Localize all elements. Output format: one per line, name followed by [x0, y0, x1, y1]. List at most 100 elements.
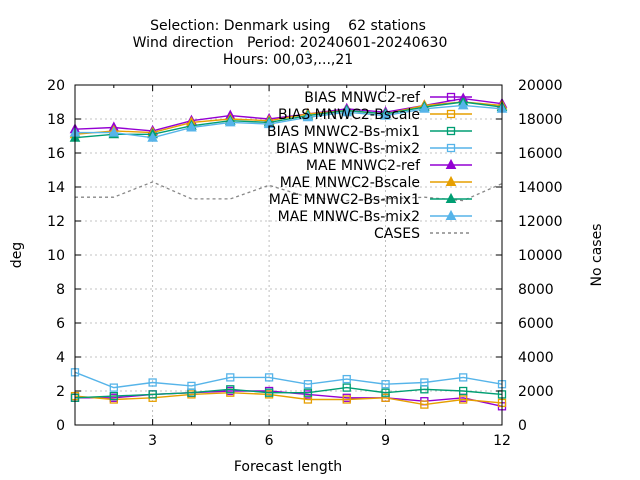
axis-ticks: 3 6 9 12 0 2 4 6 8 10 12 14 16 18 20 0 2000 4000 6000 8000 1…: [47, 78, 562, 449]
data-point: [342, 383, 351, 392]
data-point: [459, 373, 468, 382]
y2-tick-label: 0: [518, 418, 527, 434]
data-point: [381, 388, 390, 397]
data-point: [108, 126, 120, 137]
data-point: [420, 400, 429, 409]
data-point: [457, 99, 469, 110]
cases-series: [75, 181, 503, 202]
y-tick-label: 4: [56, 350, 65, 366]
series-line: [74, 386, 503, 399]
legend-marker: [445, 192, 457, 203]
series-3: [70, 368, 507, 392]
data-point: [226, 373, 235, 382]
data-point: [264, 388, 274, 397]
legend-marker: [445, 175, 457, 186]
y-tick-label: 10: [47, 248, 65, 264]
y2-tick-label: 8000: [518, 282, 554, 298]
legend-label: MAE MNWC2-Bscale: [280, 175, 420, 191]
legend-item: BIAS MNWC2-ref: [304, 90, 472, 106]
series-line: [74, 391, 503, 406]
legend-marker: [446, 92, 456, 102]
y2-tick-label: 12000: [518, 214, 563, 230]
y2-tick-label: 16000: [518, 146, 563, 162]
data-point: [303, 380, 313, 389]
data-point: [302, 111, 314, 122]
legend-item: BIAS MNWC-Bs-mix2: [276, 141, 472, 157]
title-line-2: Wind direction Period: 20240601-20240630: [133, 35, 448, 51]
legend-marker: [446, 126, 456, 136]
legend-item: MAE MNWC-Bs-mix2: [278, 209, 472, 225]
x-tick-label: 12: [493, 433, 511, 449]
data-point: [341, 106, 353, 117]
y-tick-label: 6: [56, 316, 65, 332]
y2-tick-label: 10000: [518, 248, 563, 264]
title-line-3: Hours: 00,03,...,21: [223, 52, 353, 68]
legend-item: MAE MNWC2-ref: [306, 158, 472, 174]
y-tick-label: 2: [56, 384, 65, 400]
y-tick-label: 20: [47, 78, 65, 94]
y2-tick-label: 18000: [518, 112, 563, 128]
data-point: [109, 391, 118, 401]
legend-label: MAE MNWC2-Bs-mix1: [269, 192, 420, 208]
legend-item: MAE MNWC2-Bscale: [280, 175, 472, 191]
grid: [75, 85, 502, 425]
legend-item: BIAS MNWC2-Bscale: [278, 107, 472, 123]
y-tick-label: 16: [47, 146, 65, 162]
series-line: [75, 104, 503, 139]
data-point: [303, 388, 313, 397]
y-tick-label: 12: [47, 214, 65, 230]
y2-tick-label: 20000: [518, 78, 563, 94]
series-8: [75, 181, 503, 202]
data-point: [342, 374, 351, 384]
y-axis-label: deg: [9, 242, 25, 268]
y2-tick-label: 4000: [518, 350, 554, 366]
legend-marker: [445, 209, 457, 220]
data-point: [381, 380, 390, 389]
series-line: [74, 101, 503, 139]
y-tick-label: 18: [47, 112, 65, 128]
data-point: [187, 381, 196, 391]
series-line: [74, 101, 503, 135]
data-point: [263, 118, 275, 129]
x-tick-label: 6: [265, 433, 274, 449]
data-point: [264, 373, 274, 382]
y2-axis-label: No cases: [589, 224, 605, 287]
legend-marker: [446, 109, 456, 119]
data-point: [226, 385, 235, 394]
chart-title: Selection: Denmark using 62 stations Win…: [133, 18, 448, 68]
legend-label: BIAS MNWC2-Bscale: [278, 107, 420, 123]
data-point: [224, 116, 236, 127]
y2-tick-label: 6000: [518, 316, 554, 332]
y-tick-label: 0: [56, 418, 65, 434]
legend-item: CASES: [374, 226, 472, 242]
data-point: [186, 121, 197, 132]
data-point: [420, 378, 429, 387]
data-point: [148, 378, 157, 387]
legend-item: BIAS MNWC2-Bs-mix1: [267, 124, 472, 140]
legend-marker: [445, 158, 457, 169]
data-point: [147, 131, 158, 142]
data-point: [459, 395, 468, 404]
data-point: [380, 109, 391, 120]
data-point: [109, 383, 118, 392]
data-point: [381, 393, 390, 402]
legend-label: MAE MNWC2-ref: [306, 158, 421, 174]
legend-label: BIAS MNWC2-ref: [304, 90, 421, 106]
legend-label: BIAS MNWC-Bs-mix2: [276, 141, 420, 157]
x-axis-label: Forecast length: [234, 459, 342, 475]
data-point: [342, 395, 351, 404]
legend-label: MAE MNWC-Bs-mix2: [278, 209, 420, 225]
x-tick-label: 3: [148, 433, 157, 449]
data-series: [69, 92, 508, 411]
legend-marker: [446, 143, 456, 153]
legend-label: BIAS MNWC2-Bs-mix1: [267, 124, 420, 140]
legend-label: CASES: [374, 226, 420, 242]
x-tick-label: 9: [381, 433, 390, 449]
data-point: [419, 102, 430, 113]
y-tick-label: 8: [56, 282, 65, 298]
data-point: [148, 390, 157, 399]
y2-tick-label: 14000: [518, 180, 563, 196]
